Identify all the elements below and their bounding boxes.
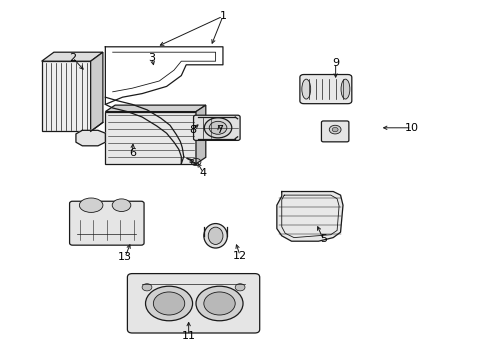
Text: 9: 9	[332, 58, 339, 68]
Polygon shape	[42, 52, 103, 61]
Ellipse shape	[302, 79, 311, 99]
FancyBboxPatch shape	[300, 75, 352, 104]
Text: 3: 3	[148, 53, 155, 63]
Circle shape	[146, 286, 193, 321]
FancyBboxPatch shape	[321, 121, 349, 142]
Text: 13: 13	[118, 252, 132, 262]
Text: 7: 7	[216, 125, 223, 135]
Text: 8: 8	[189, 125, 196, 135]
Text: 2: 2	[69, 53, 76, 63]
Circle shape	[329, 125, 341, 134]
Circle shape	[209, 121, 227, 134]
Bar	[42, 61, 91, 131]
FancyBboxPatch shape	[194, 115, 240, 140]
Circle shape	[332, 127, 338, 132]
Ellipse shape	[208, 227, 223, 244]
Polygon shape	[277, 192, 343, 241]
Text: 12: 12	[233, 251, 247, 261]
Polygon shape	[76, 130, 105, 146]
Polygon shape	[196, 105, 206, 164]
Circle shape	[142, 284, 152, 291]
Polygon shape	[105, 105, 206, 112]
Text: 10: 10	[405, 123, 418, 133]
Ellipse shape	[204, 224, 227, 248]
FancyBboxPatch shape	[127, 274, 260, 333]
Bar	[105, 112, 196, 164]
Text: 11: 11	[182, 330, 196, 341]
Text: 4: 4	[200, 168, 207, 178]
Text: 1: 1	[220, 11, 226, 21]
FancyBboxPatch shape	[70, 201, 144, 245]
Text: 6: 6	[129, 148, 136, 158]
Circle shape	[204, 118, 232, 138]
Ellipse shape	[341, 79, 350, 99]
Circle shape	[204, 292, 235, 315]
Circle shape	[153, 292, 185, 315]
Ellipse shape	[112, 199, 131, 211]
Circle shape	[235, 284, 245, 291]
Circle shape	[196, 286, 243, 321]
Ellipse shape	[79, 198, 103, 212]
Text: 5: 5	[320, 234, 327, 244]
Polygon shape	[91, 52, 103, 131]
